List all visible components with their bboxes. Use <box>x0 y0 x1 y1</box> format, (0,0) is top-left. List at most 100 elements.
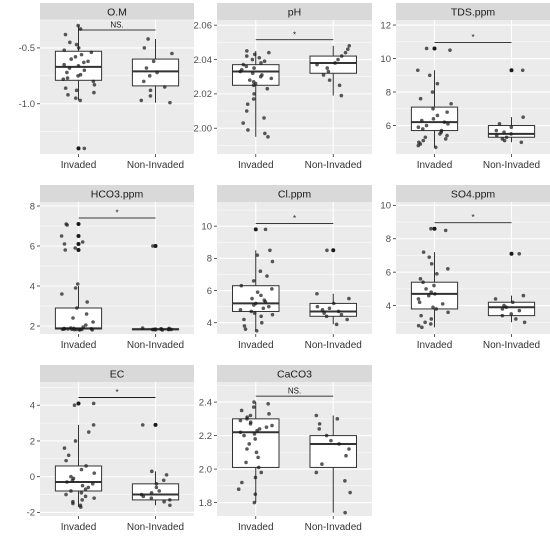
data-point <box>255 428 259 433</box>
outlier-point <box>253 227 258 232</box>
y-tick-label: 10 <box>380 54 391 65</box>
data-point <box>267 412 271 416</box>
data-point <box>151 244 155 248</box>
y-tick-label: 2.2 <box>199 431 212 442</box>
data-point <box>504 135 509 140</box>
data-point <box>254 450 259 455</box>
data-point <box>69 57 73 61</box>
y-tick-label: 4 <box>386 301 391 312</box>
panel-title: EC <box>110 369 125 381</box>
data-point <box>509 312 514 316</box>
panel-strip <box>217 3 372 20</box>
data-point <box>259 61 263 65</box>
data-point <box>245 102 250 106</box>
data-point <box>327 306 332 311</box>
data-point <box>75 306 79 310</box>
data-point <box>157 489 162 493</box>
data-point <box>91 423 96 427</box>
box-invaded <box>54 401 103 508</box>
data-point <box>269 76 274 81</box>
x-category-label: Non-Invaded <box>305 522 362 533</box>
y-tick-label: 2.04 <box>194 55 213 66</box>
data-point <box>73 286 78 290</box>
data-point <box>446 122 450 126</box>
data-point <box>315 291 319 296</box>
x-category-label: Non-Invaded <box>127 340 184 351</box>
data-point <box>142 46 147 50</box>
data-point <box>168 503 172 508</box>
data-point <box>334 322 339 327</box>
data-point <box>519 140 524 145</box>
panel-so4-ppm: SO4.ppm 4 6 8 10 * Invaded Non-Invaded <box>380 185 550 351</box>
data-point <box>265 86 270 91</box>
x-category-label: Non-Invaded <box>483 160 540 171</box>
data-point <box>149 496 154 500</box>
data-point <box>509 125 514 129</box>
data-point <box>494 133 499 138</box>
data-point <box>424 123 429 128</box>
data-point <box>170 51 174 56</box>
data-point <box>60 292 64 296</box>
data-point <box>140 326 145 330</box>
data-point <box>71 501 75 506</box>
data-point <box>258 74 263 79</box>
data-point <box>242 324 247 328</box>
data-point <box>333 61 337 65</box>
data-point <box>72 327 77 332</box>
outlier-point <box>76 401 81 406</box>
data-point <box>424 287 428 291</box>
panel-o-m: O.M -1.0 -0.5 NS. Invaded Non-Invaded <box>19 3 194 171</box>
data-point <box>77 328 82 332</box>
data-point <box>420 127 425 131</box>
y-tick-label: 4 <box>207 318 212 329</box>
panel-title: CaCO3 <box>277 369 312 381</box>
data-point <box>429 262 434 266</box>
data-point <box>270 423 274 428</box>
data-point <box>147 74 152 78</box>
data-point <box>90 482 95 486</box>
data-point <box>314 413 319 418</box>
data-point <box>74 42 79 47</box>
data-point <box>84 323 88 327</box>
data-point <box>329 438 333 443</box>
y-tick-label: 6 <box>386 267 391 278</box>
x-category-label: Non-Invaded <box>127 160 184 171</box>
data-point <box>263 300 268 304</box>
data-point <box>64 458 68 463</box>
data-point <box>431 106 435 111</box>
data-point <box>254 328 259 333</box>
data-point <box>343 479 347 483</box>
data-point <box>252 92 256 96</box>
data-point <box>83 494 88 499</box>
data-point <box>336 309 341 314</box>
panel-strip <box>40 365 194 382</box>
y-tick-label: 2.06 <box>194 20 213 31</box>
x-category-label: Invaded <box>417 160 453 171</box>
data-point <box>435 113 440 118</box>
data-point <box>270 312 275 317</box>
data-point <box>443 228 448 233</box>
significance-label: NS. <box>288 387 301 396</box>
interquartile-box <box>309 435 357 468</box>
x-category-label: Invaded <box>238 340 274 351</box>
data-point <box>320 308 325 312</box>
panel-strip <box>217 185 372 202</box>
data-point <box>431 305 435 310</box>
data-point <box>428 322 433 326</box>
data-point <box>510 300 515 305</box>
data-point <box>154 482 159 486</box>
data-point <box>84 312 89 316</box>
data-point <box>431 117 436 121</box>
data-point <box>168 498 172 502</box>
x-category-label: Invaded <box>61 340 97 351</box>
data-point <box>160 328 165 332</box>
data-point <box>426 293 431 298</box>
data-point <box>92 90 96 95</box>
data-point <box>429 290 433 295</box>
data-point <box>73 246 78 250</box>
data-point <box>72 403 77 408</box>
data-point <box>250 71 255 76</box>
data-point <box>435 272 439 276</box>
data-point <box>83 487 88 492</box>
